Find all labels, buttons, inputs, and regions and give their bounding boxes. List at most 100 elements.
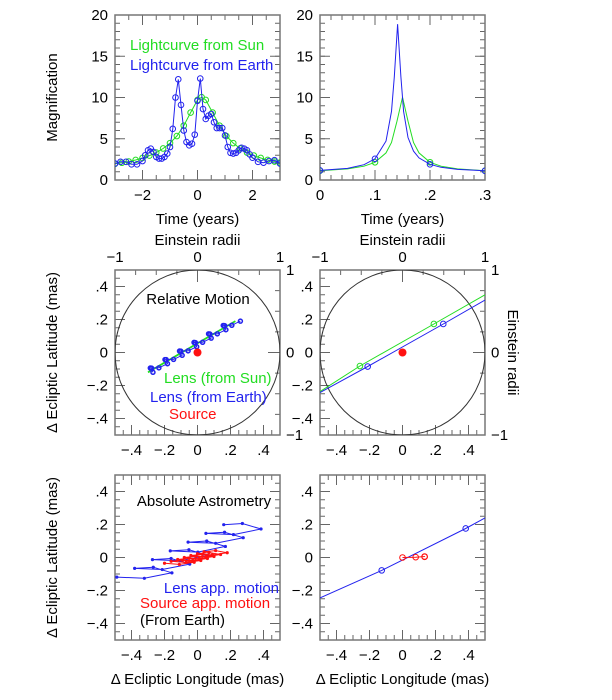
data-point — [147, 365, 154, 371]
x-tick-label: 0 — [398, 647, 406, 664]
x-tick-label: −.2 — [154, 442, 175, 459]
relative-motion-panel: −1 0 1 Einstein radii 1 0 −1 −.4 −.2 0 .2 .4 −.4 −.2 0… — [44, 232, 303, 459]
x-tick-label: .4 — [462, 442, 475, 459]
y-tick-label: −.2 — [292, 583, 313, 600]
source-point — [398, 348, 407, 357]
y-tick-label: −.4 — [87, 411, 108, 428]
data-point — [237, 318, 244, 324]
data-point — [162, 356, 168, 363]
y-tick-label: 10 — [296, 90, 313, 107]
top-axis-tick-label: −1 — [311, 249, 328, 266]
legend-label: Relative Motion — [146, 291, 249, 308]
data-point — [159, 145, 167, 152]
y-tick-label: 0 — [100, 550, 108, 567]
data-point — [176, 557, 180, 562]
data-point — [364, 363, 371, 370]
data-point — [222, 530, 227, 534]
series-line — [115, 96, 280, 165]
x-tick-label: .2 — [224, 442, 237, 459]
x-tick-label: .2 — [224, 647, 237, 664]
data-point — [412, 553, 420, 561]
x-tick-label: 0 — [193, 442, 201, 459]
plot-area — [115, 521, 263, 580]
data-point — [187, 548, 191, 552]
data-point — [205, 539, 209, 543]
data-point — [356, 362, 364, 370]
x-tick-label: −.4 — [121, 442, 142, 459]
data-point — [259, 527, 263, 531]
data-point — [218, 124, 226, 132]
data-point — [151, 565, 155, 569]
data-point — [462, 525, 469, 532]
data-point — [224, 143, 232, 151]
data-point — [196, 75, 204, 82]
y-tick-label: 20 — [91, 7, 108, 24]
y-tick-label: 15 — [91, 48, 108, 65]
data-point — [399, 554, 406, 561]
x-tick-label: .2 — [424, 187, 437, 204]
plot-frame — [114, 14, 281, 181]
top-axis-tick-label: 0 — [398, 249, 406, 266]
y-tick-label: 0 — [305, 345, 313, 362]
x-tick-label: −.2 — [359, 647, 380, 664]
x-tick-label: 0 — [316, 187, 324, 204]
right-axis-tick-label: −1 — [286, 427, 303, 444]
y-tick-label: .2 — [95, 312, 108, 329]
y-tick-label: 0 — [305, 550, 313, 567]
x-tick-label: −.4 — [326, 442, 347, 459]
data-point — [207, 110, 215, 118]
series-line — [320, 24, 485, 172]
y-tick-label: .2 — [300, 312, 313, 329]
data-point — [210, 553, 214, 557]
x-tick-label: .1 — [369, 187, 382, 204]
data-point — [320, 167, 324, 174]
y-tick-label: .4 — [300, 279, 313, 296]
plot-frame — [114, 474, 281, 641]
y-tick-label: .4 — [300, 484, 313, 501]
data-point — [177, 101, 185, 109]
data-point — [240, 521, 244, 526]
data-point — [169, 556, 173, 561]
y-axis-label: Δ Ecliptic Latitude (mas) — [44, 477, 61, 638]
data-point — [185, 348, 191, 354]
data-point — [150, 148, 157, 156]
data-point — [202, 96, 210, 104]
data-point — [132, 156, 139, 164]
data-point — [439, 320, 447, 328]
data-point — [191, 339, 197, 346]
data-point — [115, 575, 119, 579]
data-point — [189, 553, 193, 558]
data-point — [202, 550, 206, 554]
x-tick-label: .2 — [429, 442, 442, 459]
data-point — [139, 157, 146, 165]
x-tick-label: −.2 — [154, 647, 175, 664]
data-point — [219, 552, 223, 557]
data-point — [229, 150, 237, 157]
y-tick-label: 0 — [100, 172, 108, 189]
data-point — [187, 109, 194, 116]
plot-frame — [319, 474, 486, 641]
data-point — [168, 549, 172, 553]
top-axis-tick-label: 1 — [481, 249, 489, 266]
data-point — [209, 109, 216, 116]
legend-label: Absolute Astrometry — [137, 493, 272, 510]
plot-frame — [319, 14, 486, 181]
data-point — [191, 131, 199, 138]
y-tick-label: 15 — [296, 48, 313, 65]
x-axis-label: Time (years) — [156, 211, 240, 228]
data-point — [182, 555, 186, 560]
x-axis-label: Δ Ecliptic Longitude (mas) — [111, 671, 284, 688]
data-point — [216, 124, 223, 132]
y-tick-label: −.4 — [87, 616, 108, 633]
y-tick-label: 0 — [305, 172, 313, 189]
x-tick-label: −2 — [134, 187, 151, 204]
x-tick-label: 2 — [248, 187, 256, 204]
y-axis-label: Δ Ecliptic Latitude (mas) — [44, 272, 61, 433]
series-line — [320, 299, 485, 394]
data-point — [184, 560, 188, 565]
series-line — [320, 294, 485, 393]
data-point — [371, 155, 379, 163]
x-tick-label: .4 — [462, 647, 475, 664]
